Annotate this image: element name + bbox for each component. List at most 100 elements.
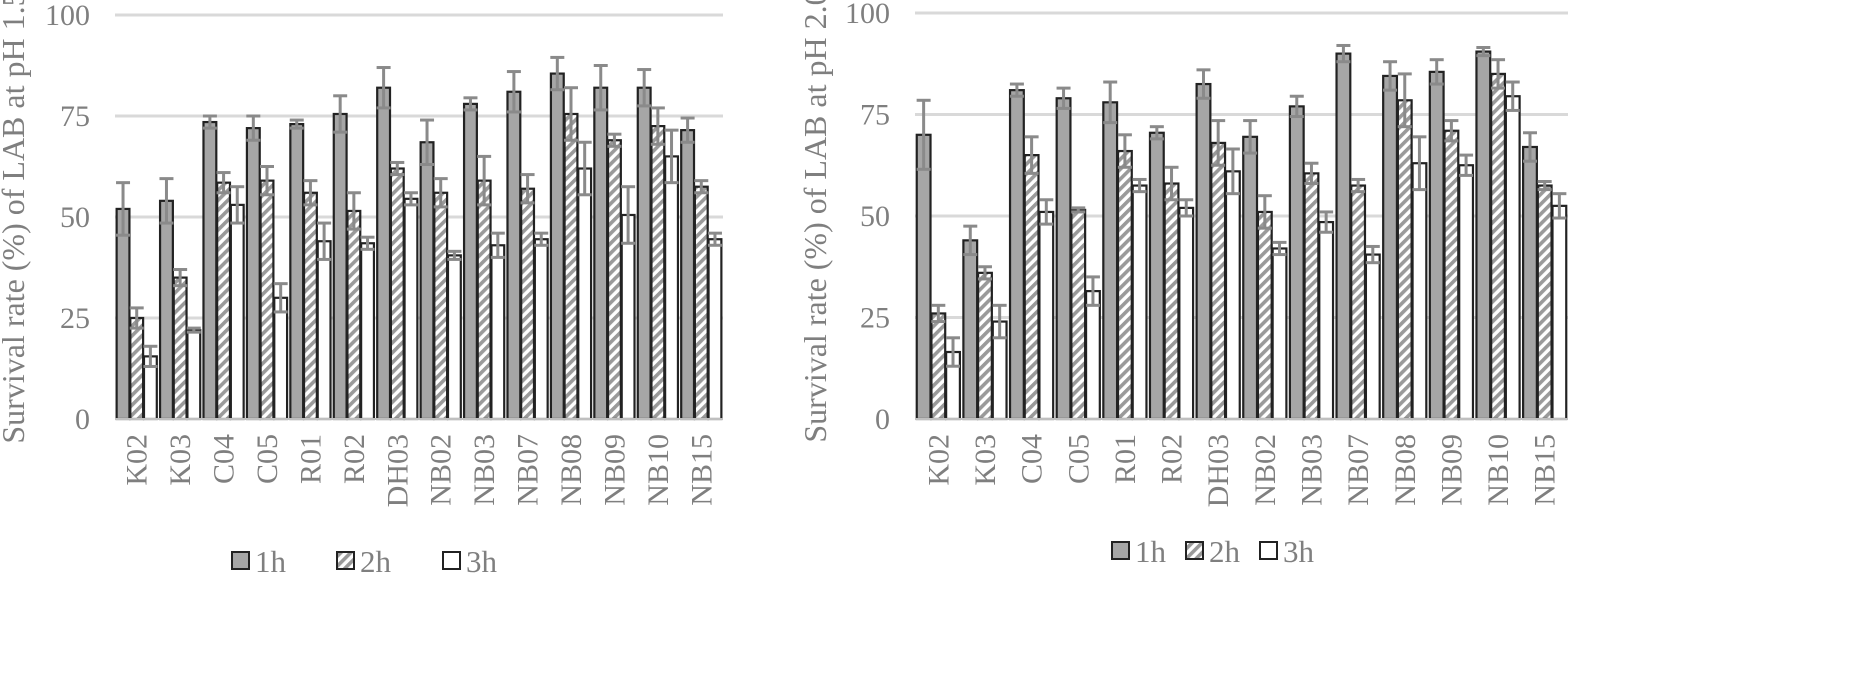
bar-1h-NB10 (636, 86, 652, 421)
bar-2h-NB10 (1490, 72, 1507, 421)
error-bar (1383, 60, 1398, 92)
bar-3h-NB10 (664, 155, 680, 421)
error-bar (403, 191, 418, 207)
bar-3h-NB02 (1271, 247, 1288, 421)
error-bar (1412, 135, 1427, 192)
error-bar (1117, 133, 1132, 169)
error-bar (1537, 179, 1552, 192)
error-bar (1505, 80, 1520, 112)
bar-2h-NB02 (433, 191, 449, 421)
error-bar (1365, 244, 1380, 265)
error-bar (520, 173, 535, 205)
x-tick-label: NB09 (598, 434, 631, 506)
bar-1h-NB07 (506, 90, 522, 421)
error-bar (1319, 210, 1334, 234)
bar-2h-NB09 (1443, 129, 1460, 421)
bar-2h-C05 (1070, 208, 1087, 421)
bar-1h-K02 (115, 207, 131, 421)
bar-3h-NB09 (620, 213, 636, 421)
chart-panel-ph20: 0 25 50 75 100 Survival rate (%) of LAB at pH… (797, 0, 1568, 569)
bar-3h-C04 (1038, 210, 1055, 421)
bar-3h-NB08 (577, 167, 593, 421)
x-tick-label: K03 (969, 434, 1002, 486)
bar-1h-NB10 (1475, 50, 1492, 421)
bar-1h-K03 (962, 239, 979, 421)
error-bar (360, 235, 375, 251)
bar-3h-NB15 (1551, 204, 1568, 421)
error-bar (447, 249, 462, 261)
bar-1h-NB09 (593, 86, 609, 421)
bar-1h-K02 (915, 133, 932, 421)
bar-2h-C05 (259, 179, 275, 421)
bar-3h-R01 (1131, 184, 1148, 421)
error-bar (1225, 147, 1240, 196)
error-bar (1444, 119, 1459, 143)
bar-3h-R02 (360, 242, 376, 421)
bar-1h-C05 (245, 127, 261, 421)
error-bar (1024, 135, 1039, 175)
x-tick-label: R02 (1156, 434, 1189, 484)
error-bar (1397, 72, 1412, 129)
error-bar (1211, 119, 1226, 167)
error-bar (707, 231, 722, 247)
error-bar (1459, 153, 1474, 177)
error-bar (1132, 177, 1147, 194)
x-tick-label: R01 (1109, 434, 1142, 484)
error-bar (550, 55, 565, 92)
bar-2h-NB09 (606, 139, 622, 421)
bar-3h-NB08 (1411, 162, 1428, 421)
bar-3h-C05 (273, 296, 289, 421)
x-tick-label: NB15 (685, 434, 718, 506)
error-bar (216, 171, 231, 195)
bar-1h-NB08 (1382, 74, 1399, 421)
error-bar (129, 306, 144, 330)
y-axis-title: Survival rate (%) of LAB at pH 2.0 (797, 0, 833, 443)
error-bar (260, 165, 274, 197)
bar-1h-C04 (1008, 89, 1025, 421)
bar-2h-NB08 (1396, 99, 1413, 421)
bar-2h-NB15 (1536, 184, 1553, 421)
y-tick-label: 75 (860, 99, 890, 132)
bar-3h-NB03 (1318, 220, 1335, 421)
error-bar (946, 336, 961, 368)
error-bar (1164, 165, 1179, 202)
error-bar (1103, 80, 1118, 125)
error-bar (433, 177, 448, 209)
error-bar (1304, 161, 1319, 186)
legend-label-2h: 2h (360, 544, 392, 579)
y-tick-label: 0 (75, 403, 90, 436)
bar-2h-R02 (1163, 182, 1180, 421)
error-bar (680, 116, 695, 144)
legend-label-1h: 1h (255, 544, 287, 579)
bar-1h-R01 (289, 122, 305, 421)
error-bar (230, 185, 245, 225)
error-bar (246, 114, 261, 142)
x-tick-label: NB15 (1529, 434, 1562, 506)
bar-2h-NB08 (563, 112, 579, 421)
error-bar (303, 179, 318, 207)
error-bar (931, 303, 946, 324)
bar-3h-NB07 (533, 238, 549, 421)
bar-3h-NB03 (490, 244, 506, 421)
bar-3h-NB15 (707, 238, 723, 421)
error-bar (564, 86, 578, 142)
x-tick-label: NB10 (1482, 434, 1515, 506)
error-bar (1071, 206, 1086, 214)
bar-1h-K03 (158, 199, 174, 421)
error-bar (477, 154, 492, 207)
error-bar (289, 118, 304, 130)
error-bar (1179, 198, 1194, 218)
legend-label-3h: 3h (1283, 534, 1315, 569)
bar-3h-NB02 (446, 254, 462, 421)
error-bar (963, 224, 978, 257)
error-bar (159, 177, 174, 225)
y-tick-label: 50 (860, 200, 890, 233)
error-bar (173, 268, 188, 288)
bar-1h-DH03 (1195, 82, 1212, 421)
bar-1h-R01 (1102, 101, 1119, 421)
bar-2h-C04 (216, 181, 232, 421)
error-bar (202, 114, 217, 130)
y-tick-label: 100 (845, 0, 890, 30)
x-tick-label: K03 (164, 434, 197, 486)
